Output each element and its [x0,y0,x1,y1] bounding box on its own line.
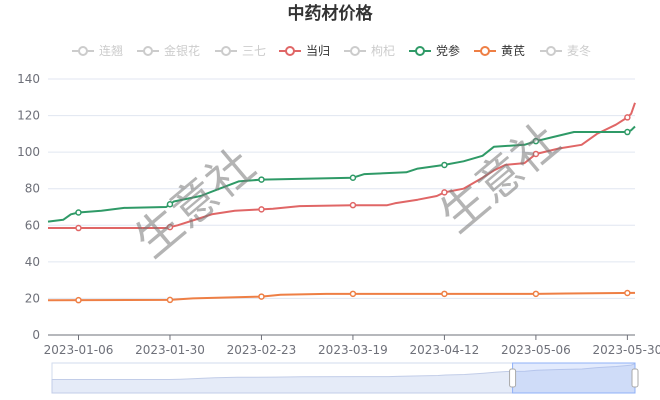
x-tick-label: 2023-05-06 [501,343,571,357]
x-tick-label: 2023-03-19 [318,343,388,357]
legend-label: 当归 [306,44,330,58]
data-point[interactable] [624,114,631,121]
y-tick-label: 60 [25,218,40,232]
series-line [47,291,636,302]
legend-circle-icon [143,46,153,56]
data-point[interactable] [441,161,448,169]
series-当归 [48,102,636,232]
y-tick-label: 0 [32,328,40,342]
data-point[interactable] [258,293,265,300]
legend-item[interactable]: 麦冬 [540,43,591,58]
data-point[interactable] [532,290,540,298]
legend-item[interactable]: 连翘 [72,43,123,58]
watermarks: 生意社 生意社 [125,113,570,268]
legend-circle-icon [480,46,490,56]
datazoom-handle[interactable] [631,368,639,388]
legend-label: 党参 [436,43,460,58]
y-tick-label: 120 [17,109,40,123]
legend-circle-icon [415,46,425,56]
x-axis: 2023-01-06 2023-01-30 2023-02-23 2023-03-19… [44,335,660,357]
chart-title: 中药材价格 [288,3,374,24]
data-point[interactable] [441,290,448,298]
x-tick-label: 2023-01-30 [135,343,205,357]
data-point[interactable] [258,206,265,213]
legend-item[interactable]: 枸杞 [344,43,395,58]
y-axis: 0 20 40 60 80 100 120 140 [17,72,40,342]
x-tick-label: 2023-02-23 [227,343,297,357]
data-point[interactable] [532,150,540,158]
data-point[interactable] [349,290,357,298]
legend-label: 连翘 [99,43,123,58]
x-tick-label: 2023-01-06 [44,343,114,357]
legend-circle-icon [78,46,88,56]
data-point[interactable] [349,201,357,209]
datazoom-handle[interactable] [509,368,517,388]
data-point[interactable] [532,137,540,145]
legend-circle-icon [285,46,295,56]
series-黄芪 [47,289,636,304]
data-point[interactable] [624,289,631,297]
datazoom-window[interactable] [512,362,636,394]
data-point[interactable] [166,201,174,208]
data-point[interactable] [166,296,174,304]
legend-circle-icon [350,46,360,56]
legend-label: 三七 [242,44,266,58]
legend[interactable]: 连翘 金银花 三七 当归 枸杞 党参 黄芪 麦冬 [72,43,591,58]
y-tick-label: 100 [17,145,40,159]
y-tick-label: 20 [25,291,40,305]
y-tick-label: 140 [17,72,40,86]
legend-item[interactable]: 三七 [215,44,266,58]
x-tick-label: 2023-04-12 [410,343,480,357]
data-zoom-slider[interactable] [51,362,639,394]
data-point[interactable] [258,176,265,183]
data-point[interactable] [441,189,448,196]
data-point[interactable] [624,128,631,136]
legend-label: 黄芪 [501,44,525,58]
series-党参 [47,125,636,223]
data-point[interactable] [349,174,357,181]
watermark-text: 生意社 [430,113,570,243]
x-tick-label: 2023-05-30 [593,343,660,357]
legend-label: 金银花 [164,43,200,58]
legend-item[interactable]: 黄芪 [474,44,525,58]
plot-area [47,102,636,304]
legend-label: 枸杞 [371,43,395,58]
data-point[interactable] [75,209,82,216]
series-line [47,125,636,223]
legend-label: 麦冬 [567,43,591,58]
data-point[interactable] [75,224,82,232]
legend-item[interactable]: 金银花 [137,43,200,58]
data-point[interactable] [75,296,82,304]
legend-circle-icon [546,46,556,56]
legend-circle-icon [221,46,231,56]
y-tick-label: 80 [25,182,40,196]
legend-item[interactable]: 党参 [409,43,460,58]
datazoom-preview [51,362,636,394]
data-point[interactable] [166,223,174,231]
legend-item[interactable]: 当归 [279,44,330,58]
watermark-text: 生意社 [125,138,265,268]
y-tick-label: 40 [25,255,40,269]
series-line [48,102,636,229]
